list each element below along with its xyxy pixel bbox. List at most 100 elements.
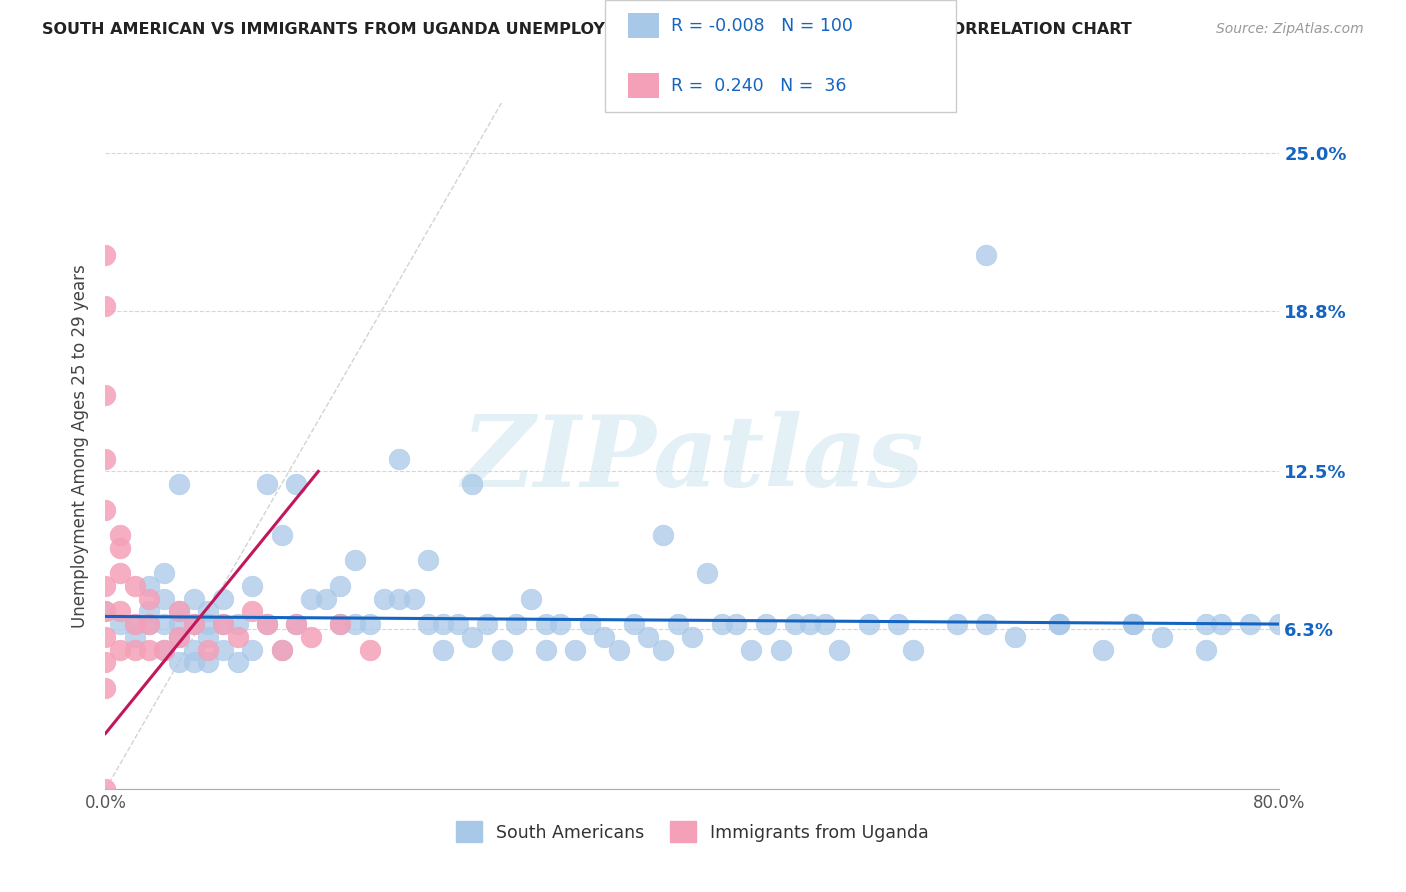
- Point: [725, 617, 748, 632]
- Point: [124, 617, 146, 632]
- Point: [285, 477, 308, 491]
- Text: SOUTH AMERICAN VS IMMIGRANTS FROM UGANDA UNEMPLOYMENT AMONG AGES 25 TO 29 YEARS : SOUTH AMERICAN VS IMMIGRANTS FROM UGANDA…: [42, 22, 1132, 37]
- Point: [94, 388, 117, 402]
- Point: [696, 566, 718, 581]
- Point: [226, 655, 249, 669]
- Point: [256, 477, 278, 491]
- Point: [167, 477, 190, 491]
- Point: [108, 541, 131, 555]
- Point: [299, 591, 322, 606]
- Point: [240, 579, 263, 593]
- Point: [226, 617, 249, 632]
- Point: [167, 630, 190, 644]
- Point: [534, 642, 557, 657]
- Point: [94, 655, 117, 669]
- Point: [578, 617, 600, 632]
- Point: [108, 604, 131, 618]
- Point: [138, 617, 160, 632]
- Point: [1122, 617, 1144, 632]
- Text: Source: ZipAtlas.com: Source: ZipAtlas.com: [1216, 22, 1364, 37]
- Point: [432, 642, 454, 657]
- Point: [211, 642, 233, 657]
- Point: [153, 617, 176, 632]
- Point: [270, 528, 292, 542]
- Point: [901, 642, 924, 657]
- Point: [183, 591, 205, 606]
- Point: [299, 630, 322, 644]
- Point: [153, 642, 176, 657]
- Point: [94, 604, 117, 618]
- Point: [124, 617, 146, 632]
- Point: [94, 604, 117, 618]
- Point: [343, 553, 366, 567]
- Point: [1209, 617, 1232, 632]
- Point: [108, 566, 131, 581]
- Point: [359, 617, 381, 632]
- Point: [211, 617, 233, 632]
- Point: [108, 617, 131, 632]
- Point: [710, 617, 733, 632]
- Y-axis label: Unemployment Among Ages 25 to 29 years: Unemployment Among Ages 25 to 29 years: [72, 264, 90, 628]
- Point: [211, 591, 233, 606]
- Point: [183, 617, 205, 632]
- Point: [1150, 630, 1173, 644]
- Point: [418, 617, 440, 632]
- Point: [153, 566, 176, 581]
- Point: [755, 617, 778, 632]
- Point: [270, 642, 292, 657]
- Point: [945, 617, 967, 632]
- Text: ZIPatlas: ZIPatlas: [461, 411, 924, 508]
- Point: [153, 642, 176, 657]
- Point: [1122, 617, 1144, 632]
- Point: [887, 617, 910, 632]
- Point: [652, 528, 675, 542]
- Point: [1047, 617, 1070, 632]
- Point: [402, 591, 425, 606]
- Point: [1268, 617, 1291, 632]
- Point: [388, 451, 411, 466]
- Point: [329, 579, 352, 593]
- Point: [167, 630, 190, 644]
- Point: [1195, 617, 1218, 632]
- Point: [593, 630, 616, 644]
- Point: [666, 617, 689, 632]
- Point: [682, 630, 704, 644]
- Point: [564, 642, 586, 657]
- Point: [124, 630, 146, 644]
- Point: [315, 591, 337, 606]
- Point: [974, 617, 997, 632]
- Point: [1239, 617, 1261, 632]
- Point: [138, 591, 160, 606]
- Point: [94, 248, 117, 262]
- Point: [623, 617, 645, 632]
- Point: [388, 591, 411, 606]
- Point: [197, 604, 219, 618]
- Point: [359, 642, 381, 657]
- Point: [285, 617, 308, 632]
- Point: [256, 617, 278, 632]
- Point: [94, 299, 117, 313]
- Point: [197, 642, 219, 657]
- Point: [94, 579, 117, 593]
- Point: [226, 630, 249, 644]
- Point: [491, 642, 513, 657]
- Point: [256, 617, 278, 632]
- Point: [138, 642, 160, 657]
- Point: [94, 630, 117, 644]
- Point: [1047, 617, 1070, 632]
- Point: [550, 617, 572, 632]
- Text: R = -0.008   N = 100: R = -0.008 N = 100: [671, 17, 852, 35]
- Point: [799, 617, 821, 632]
- Point: [167, 617, 190, 632]
- Point: [94, 502, 117, 516]
- Point: [167, 655, 190, 669]
- Point: [138, 604, 160, 618]
- Point: [505, 617, 527, 632]
- Legend: South Americans, Immigrants from Uganda: South Americans, Immigrants from Uganda: [449, 814, 936, 849]
- Text: R =  0.240   N =  36: R = 0.240 N = 36: [671, 77, 846, 95]
- Point: [124, 642, 146, 657]
- Point: [740, 642, 762, 657]
- Point: [520, 591, 543, 606]
- Point: [447, 617, 470, 632]
- Point: [373, 591, 395, 606]
